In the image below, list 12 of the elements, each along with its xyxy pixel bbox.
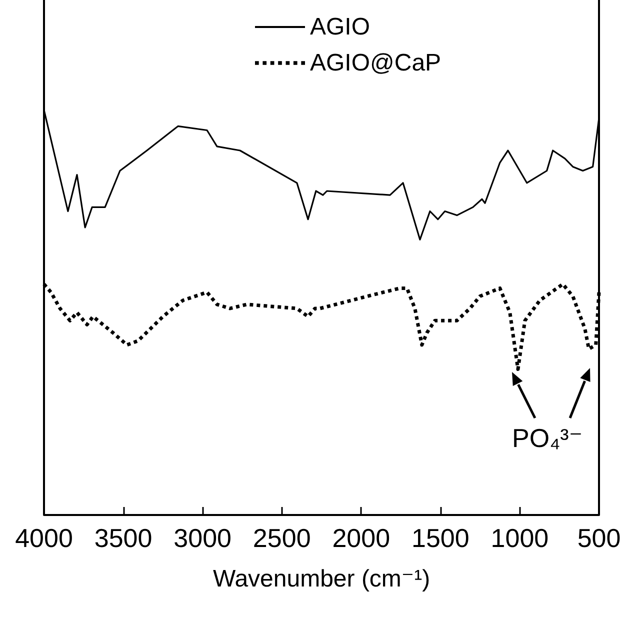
x-tick-label: 500 bbox=[577, 523, 621, 553]
legend-label: AGIO@CaP bbox=[310, 50, 442, 76]
x-tick-label: 1000 bbox=[490, 523, 549, 553]
x-axis-title: Wavenumber (cm⁻¹) bbox=[212, 566, 430, 592]
x-tick-label: 2000 bbox=[332, 523, 390, 553]
x-tick-label: 3000 bbox=[174, 523, 232, 553]
x-tick-label: 3500 bbox=[94, 523, 152, 553]
x-tick-label: 1500 bbox=[412, 523, 470, 553]
x-tick-label: 2500 bbox=[252, 523, 311, 553]
legend-label: AGIO bbox=[310, 14, 370, 40]
annotation: PO₄³⁻ bbox=[512, 423, 583, 453]
x-tick-label: 4000 bbox=[15, 523, 73, 553]
